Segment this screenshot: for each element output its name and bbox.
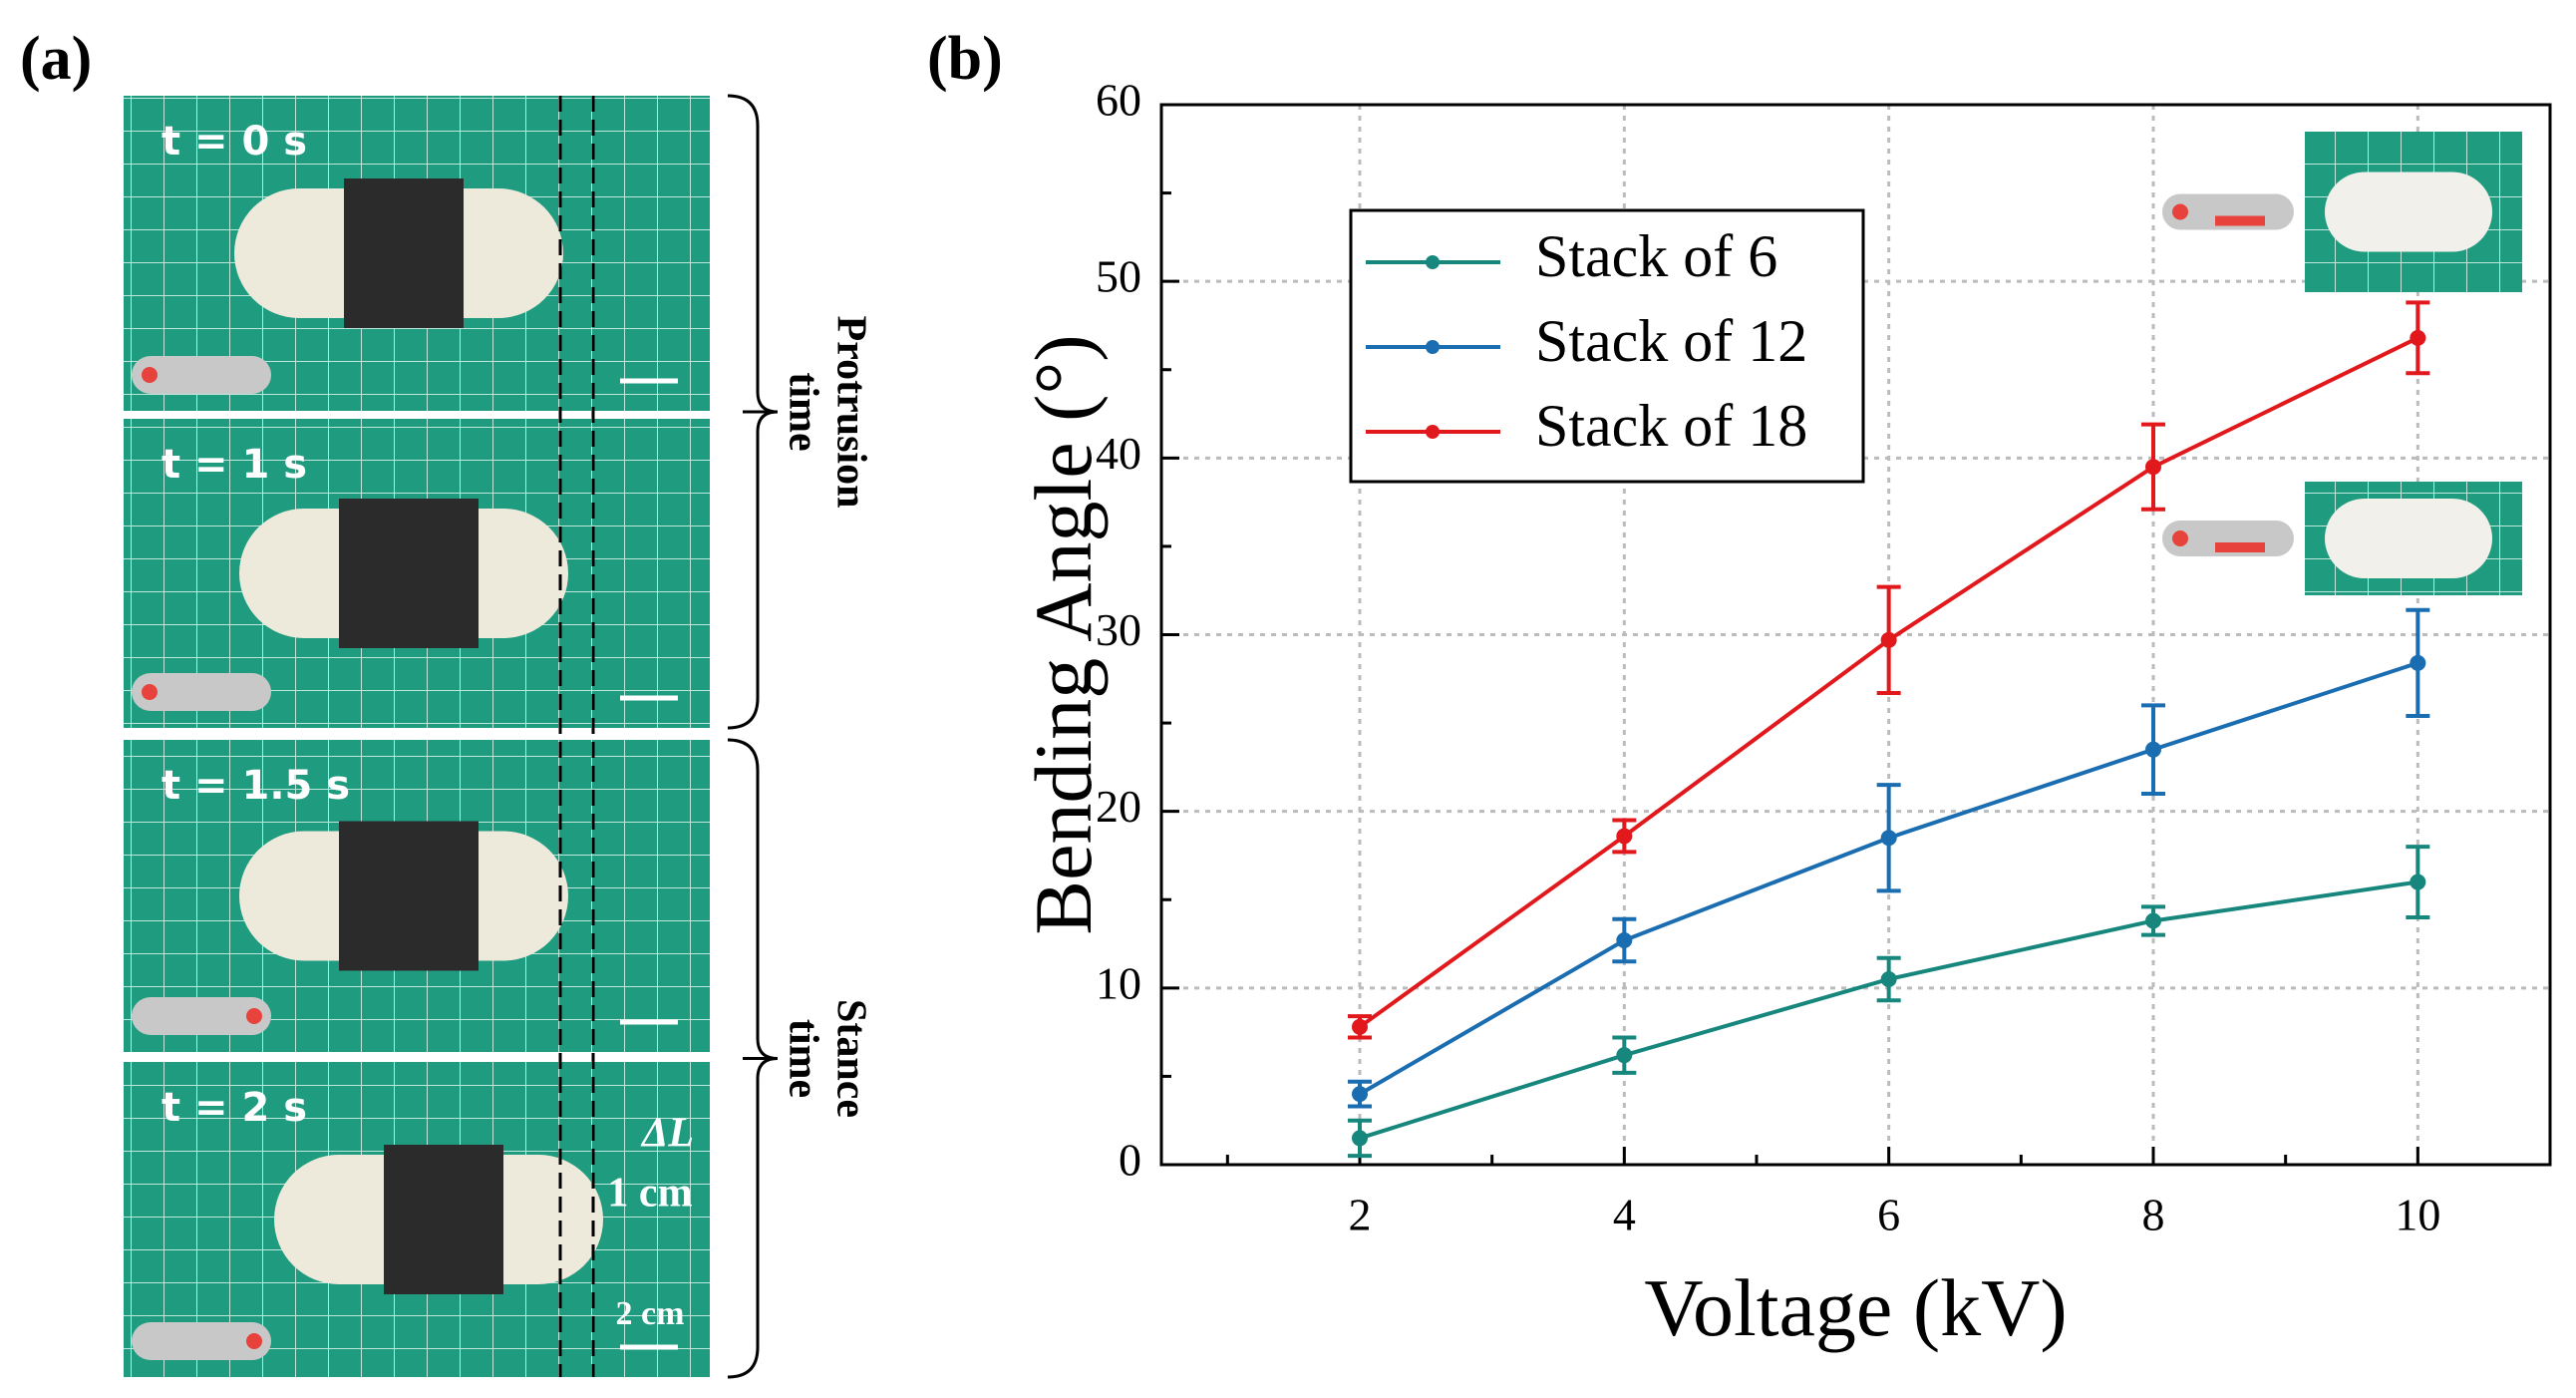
frame-time: t = 2 s — [161, 1085, 307, 1131]
icon — [132, 356, 271, 394]
y-tick-label: 20 — [1096, 781, 1141, 832]
brace — [727, 738, 779, 1379]
phase-label: time — [780, 372, 825, 451]
y-tick-label: 30 — [1096, 604, 1141, 655]
point — [2145, 459, 2161, 476]
y-tick-label: 0 — [1119, 1135, 1141, 1186]
legend-label: Stack of 12 — [1535, 308, 1807, 374]
icon-dot — [246, 1333, 262, 1349]
point — [1880, 631, 1897, 648]
point — [1880, 970, 1897, 987]
inset-icon-bar — [2215, 542, 2265, 552]
y-tick-label: 50 — [1096, 251, 1141, 302]
panel-b: 2 4 6 8 10 0 10 20 30 40 50 60 Voltage (kV) Bending A… — [1018, 75, 2552, 1353]
point — [1616, 828, 1633, 845]
point — [1352, 1018, 1368, 1035]
point — [1616, 931, 1633, 948]
x-tick-label: 10 — [2395, 1190, 2440, 1240]
inset-icon-dot — [2172, 203, 2188, 220]
point — [2410, 654, 2426, 671]
legend-label: Stack of 6 — [1535, 223, 1777, 289]
delta-value: 1 cm — [607, 1171, 692, 1217]
scale-label: 2 cm — [616, 1295, 685, 1332]
stack — [339, 499, 479, 648]
delta-label: ΔL — [640, 1111, 694, 1157]
panel-a: t = 0 s t = 1 s t = 1.5 s t = 2 s ΔL 1 cm 2 cm… — [124, 94, 873, 1379]
point — [2410, 329, 2426, 346]
phase-label: time — [780, 1019, 825, 1098]
legend-marker — [1426, 340, 1440, 354]
point — [1352, 1130, 1368, 1147]
y-tick-label: 10 — [1096, 957, 1141, 1008]
point — [1352, 1086, 1368, 1103]
icon-dot — [142, 367, 158, 383]
frame-time: t = 1.5 s — [161, 763, 350, 809]
inset-icon-bar — [2215, 215, 2265, 226]
inset-actuator — [2325, 499, 2492, 578]
stack — [339, 821, 479, 971]
icon — [132, 997, 271, 1035]
y-tick-label: 60 — [1096, 75, 1141, 126]
legend-marker — [1426, 255, 1440, 269]
stack — [344, 178, 464, 328]
frame-time: t = 0 s — [161, 119, 307, 165]
legend-marker — [1426, 425, 1440, 439]
inset-actuator — [2325, 172, 2492, 252]
x-tick-label: 8 — [2142, 1190, 2165, 1240]
icon — [132, 673, 271, 711]
phase-label: Protrusion — [827, 316, 873, 509]
panel-label: (b) — [927, 25, 1003, 93]
point — [2145, 741, 2161, 758]
phase-label: Stance — [827, 999, 873, 1118]
stack — [384, 1145, 503, 1294]
icon — [132, 1322, 271, 1360]
x-tick-label: 2 — [1349, 1190, 1372, 1240]
x-tick-label: 4 — [1613, 1190, 1636, 1240]
point — [1880, 830, 1897, 847]
y-tick-label: 40 — [1096, 428, 1141, 479]
y-axis-label: Bending Angle (°) — [1018, 334, 1109, 934]
inset-icon-dot — [2172, 530, 2188, 546]
point — [2410, 874, 2426, 890]
x-tick-label: 6 — [1877, 1190, 1900, 1240]
frame-time: t = 1 s — [161, 442, 307, 488]
legend-label: Stack of 18 — [1535, 393, 1807, 459]
point — [1616, 1047, 1633, 1064]
icon-dot — [246, 1008, 262, 1024]
panel-label: (a) — [20, 25, 92, 93]
brace — [727, 94, 779, 730]
point — [2145, 912, 2161, 929]
x-axis-label: Voltage (kV) — [1644, 1262, 2067, 1353]
icon-dot — [142, 684, 158, 700]
